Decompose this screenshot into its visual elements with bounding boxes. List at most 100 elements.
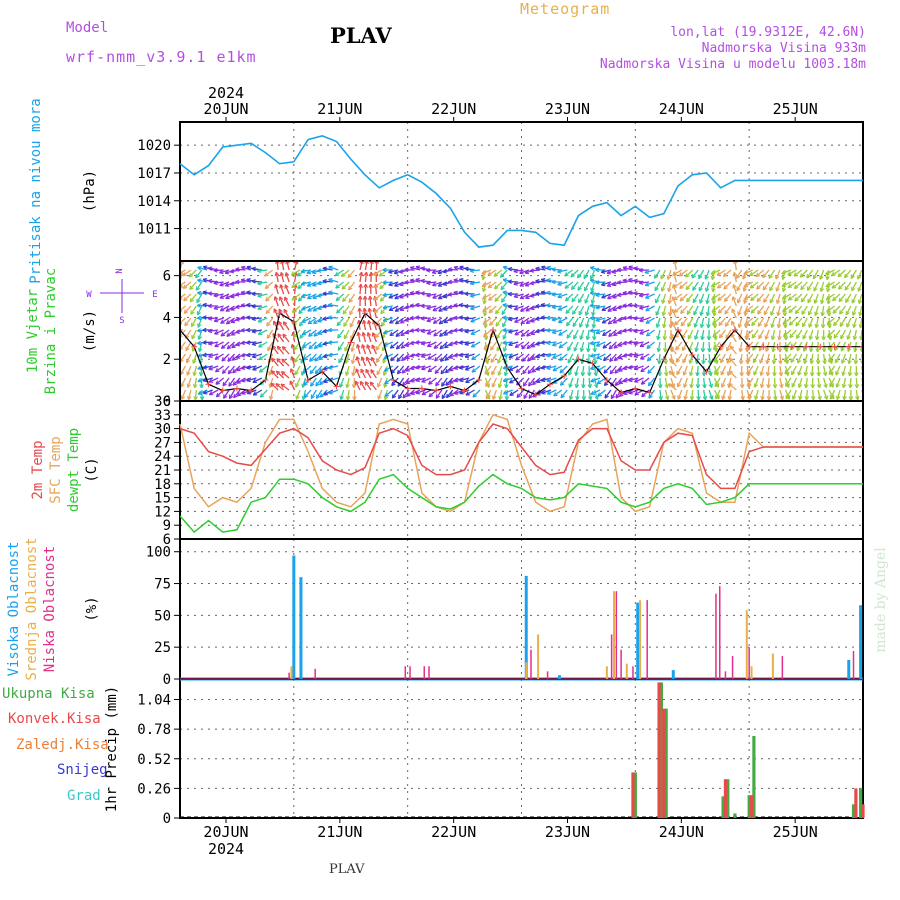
wind-arrow	[683, 377, 688, 388]
wind-arrow-head	[482, 299, 485, 305]
wind-arrow-head	[388, 269, 392, 273]
wind-arrow	[581, 365, 585, 377]
wind-arrow-head	[699, 311, 702, 316]
wind-arrow	[213, 281, 224, 284]
wind-arrow-head	[458, 352, 463, 356]
wind-arrow-head	[328, 365, 332, 369]
wind-arrow	[573, 341, 579, 352]
wind-arrow-head	[202, 327, 207, 331]
wind-arrow-head	[471, 368, 475, 373]
wind-arrow-head	[778, 372, 782, 377]
wind-arrow	[280, 272, 285, 283]
wind-arrow	[827, 341, 836, 351]
wind-arrow-head	[579, 347, 582, 352]
wind-arrow-head	[213, 280, 218, 284]
wind-arrow	[427, 365, 437, 373]
wind-arrow	[349, 305, 356, 316]
wind-arrow-head	[383, 383, 386, 388]
wind-arrow	[764, 329, 770, 340]
wind-arrow	[501, 305, 508, 315]
wind-arrow-head	[699, 323, 702, 328]
wind-arrow-head	[384, 392, 388, 397]
wind-arrow-head	[420, 278, 425, 282]
wind-arrow-head	[639, 330, 643, 335]
wind-arrow-head	[618, 379, 622, 385]
wind-arrow	[368, 308, 372, 319]
wind-arrow-head	[740, 396, 744, 401]
wind-arrow-head	[707, 360, 711, 365]
wind-arrow-head	[519, 269, 523, 274]
wind-arrow	[365, 368, 372, 379]
wind-arrow	[308, 329, 317, 337]
wind-arrow-head	[426, 305, 431, 309]
wind-arrow-head	[744, 320, 748, 325]
wind-arrow	[801, 317, 808, 328]
wind-arrow-head	[230, 306, 234, 311]
wind-arrow-head	[298, 321, 301, 327]
wind-arrow-head	[782, 332, 786, 337]
wind-arrow	[567, 341, 574, 351]
wind-arrow-head	[852, 335, 855, 340]
wind-arrow-head	[646, 344, 649, 349]
wind-arrow	[811, 365, 814, 377]
wind-arrow	[464, 353, 475, 358]
wind-arrow-head	[608, 344, 611, 350]
wind-arrow-head	[481, 275, 484, 280]
wind-arrow-head	[803, 359, 806, 364]
wind-arrow	[389, 329, 399, 337]
wind-arrow-head	[291, 283, 295, 288]
wind-arrow	[590, 269, 596, 280]
wind-arrow	[721, 377, 727, 388]
wind-arrow-head	[607, 295, 611, 300]
wind-arrow-head	[535, 316, 540, 320]
wind-arrow-head	[535, 291, 540, 295]
wind-arrow-head	[557, 281, 561, 286]
wind-arrow-head	[508, 266, 513, 270]
wind-arrow	[357, 332, 361, 343]
wind-arrow	[251, 341, 262, 346]
temp-ylabel: (C)	[84, 457, 100, 482]
wind-arrow-head	[271, 357, 276, 361]
wind-arrow-head	[695, 384, 699, 389]
wind-arrow-head	[738, 347, 741, 353]
wind-arrow-head	[822, 360, 826, 365]
wind-arrow	[309, 353, 317, 362]
wind-arrow-head	[568, 383, 571, 388]
wind-arrow-head	[618, 367, 622, 372]
wind-arrow-head	[564, 272, 567, 277]
wind-arrow	[346, 389, 350, 400]
wind-arrow	[383, 353, 394, 360]
xtick-label-bottom-24JUN: 24JUN	[659, 823, 704, 841]
wind-arrow-head	[280, 383, 286, 386]
wind-arrow-head	[772, 384, 776, 389]
wind-arrow	[738, 317, 743, 328]
precip-legend-0: Ukupna Kisa	[2, 686, 95, 702]
wind-arrow-head	[359, 307, 362, 312]
wind-arrow	[552, 353, 563, 359]
wind-arrow	[208, 267, 219, 271]
wind-arrow	[395, 341, 405, 350]
wind-arrow	[752, 353, 759, 364]
wind-arrow-head	[718, 333, 721, 339]
wind-arrow	[189, 281, 197, 290]
wind-arrow-head	[557, 294, 561, 298]
wind-arrow-head	[420, 353, 425, 358]
wind-arrow-head	[814, 311, 816, 316]
wind-arrow-head	[458, 340, 463, 344]
conv-precip-bar	[723, 779, 728, 818]
ytick-label-wind: 0	[163, 394, 171, 410]
wind-arrow	[775, 269, 781, 280]
wind-arrow	[372, 332, 377, 343]
wind-arrow-head	[382, 317, 387, 322]
wind-arrow-head	[531, 368, 535, 373]
wind-arrow	[675, 353, 683, 363]
wind-arrow	[714, 377, 721, 388]
wind-arrow	[257, 269, 268, 272]
wind-arrow	[613, 353, 623, 362]
wind-arrow-head	[404, 280, 409, 283]
wind-arrow	[552, 341, 563, 347]
wind-arrow	[375, 353, 383, 363]
wind-arrow-head	[821, 348, 825, 353]
wind-arrow-head	[815, 348, 818, 353]
wind-arrow-head	[300, 281, 305, 285]
